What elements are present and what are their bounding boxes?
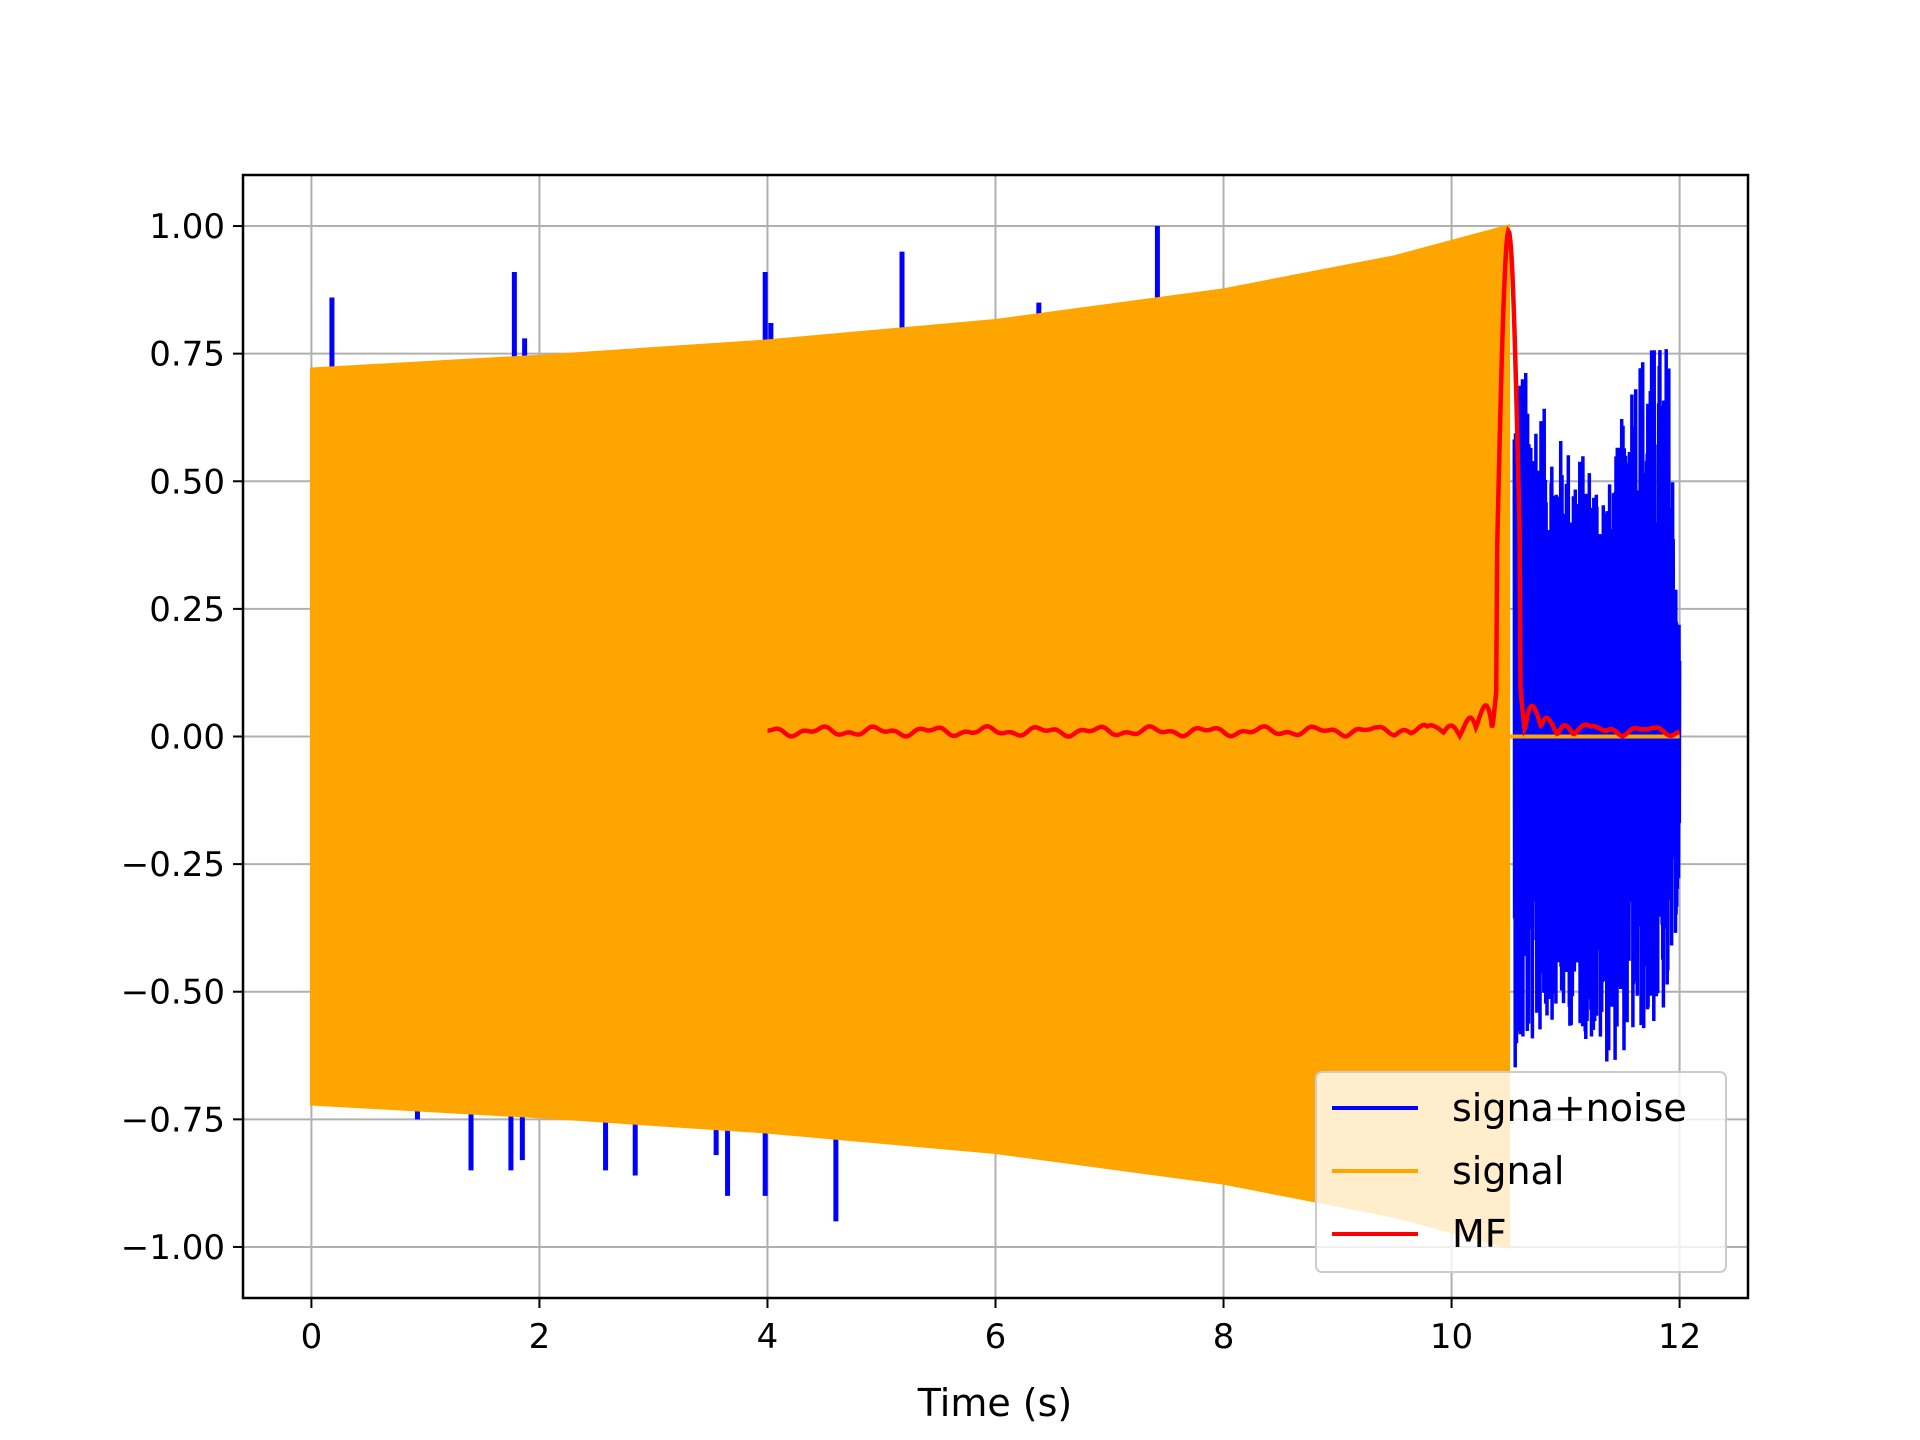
series-group [309, 224, 1682, 1249]
y-tick-label: −1.00 [121, 1228, 225, 1268]
x-tick-label: 10 [1430, 1317, 1473, 1357]
legend-label-mf: MF [1452, 1212, 1507, 1256]
legend: signa+noise signal MF [1315, 1071, 1727, 1273]
x-axis-label: Time (s) [917, 1381, 1073, 1425]
y-tick-label: −0.50 [121, 973, 225, 1013]
y-tick-label: −0.25 [121, 845, 225, 885]
y-tick-label: 0.25 [149, 590, 225, 630]
x-tick-label: 4 [757, 1317, 779, 1357]
x-tick-label: 2 [529, 1317, 551, 1357]
x-axis-ticks: 0 2 4 6 8 10 12 [301, 1298, 1701, 1357]
y-tick-label: −0.75 [121, 1100, 225, 1140]
y-tick-label: 0.00 [149, 718, 225, 758]
noise-trace [1512, 349, 1682, 1068]
x-tick-label: 6 [985, 1317, 1007, 1357]
legend-label-signal: signal [1452, 1149, 1564, 1193]
legend-box [1315, 1071, 1727, 1273]
x-tick-label: 0 [301, 1317, 323, 1357]
y-tick-label: 0.75 [149, 335, 225, 375]
legend-label-signal-noise: signa+noise [1452, 1086, 1687, 1130]
series-mf [767, 225, 1681, 741]
x-tick-label: 12 [1658, 1317, 1701, 1357]
y-tick-label: 1.00 [149, 207, 225, 247]
y-axis-ticks: 1.00 0.75 0.50 0.25 0.00 −0.25 −0.50 −0.75 −1.00 [121, 207, 243, 1268]
mf-trace [767, 225, 1681, 741]
x-tick-label: 8 [1213, 1317, 1235, 1357]
y-tick-label: 0.50 [149, 462, 225, 502]
